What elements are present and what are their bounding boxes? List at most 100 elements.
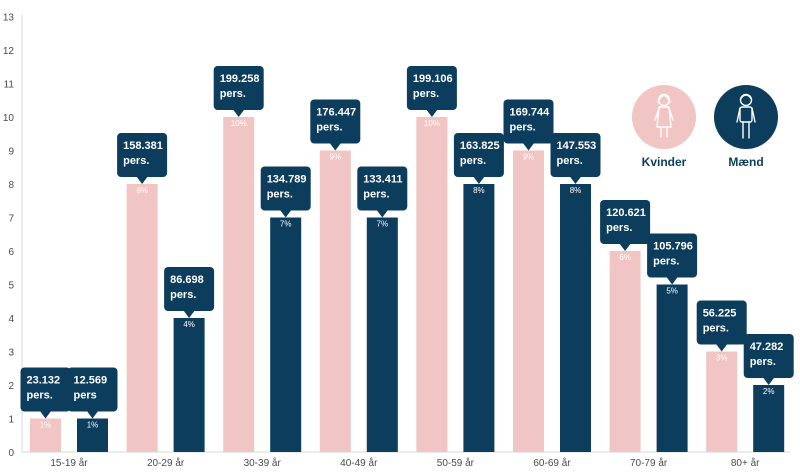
legend-circle xyxy=(714,85,778,149)
x-tick-label: 20-29 år xyxy=(147,457,185,469)
percent-label: 3% xyxy=(716,354,728,363)
callout-pointer xyxy=(86,410,99,419)
y-tick-label: 13 xyxy=(3,13,15,24)
value-callout: 23.132 pers. xyxy=(20,367,71,419)
callout-pointer xyxy=(136,176,149,184)
callout-unit: pers. xyxy=(170,289,196,301)
callout-count: 169.744 xyxy=(510,107,551,119)
callout-box xyxy=(20,367,71,412)
y-tick-label: 12 xyxy=(3,46,15,57)
women-bar xyxy=(223,117,255,452)
callout-unit: pers xyxy=(74,390,97,402)
callout-box xyxy=(164,267,215,311)
callout-count: 56.225 xyxy=(703,308,737,320)
value-callout: 105.796 pers. xyxy=(647,233,698,285)
callout-pointer xyxy=(279,209,292,218)
value-callout: 169.744 pers. xyxy=(503,99,554,151)
callout-unit: pers. xyxy=(27,390,53,402)
value-callout: 158.381 pers. xyxy=(117,133,168,184)
women-bar xyxy=(319,150,351,452)
value-callout: 120.621 pers. xyxy=(600,200,651,251)
percent-label: 1% xyxy=(40,421,52,430)
callout-unit: pers. xyxy=(123,155,149,167)
callout-unit: pers. xyxy=(703,323,729,335)
women-bar xyxy=(609,251,641,452)
callout-count: 133.411 xyxy=(363,174,402,186)
y-tick-label: 2 xyxy=(8,381,14,392)
callout-pointer xyxy=(472,176,485,184)
woman-icon xyxy=(654,93,674,138)
x-tick-label: 15-19 år xyxy=(50,457,88,469)
callouts: 23.132pers.158.381pers.199.258pers.176.4… xyxy=(20,66,794,419)
percent-label: 7% xyxy=(280,220,292,229)
callout-pointer xyxy=(425,109,438,117)
callout-box xyxy=(743,334,794,378)
legend-label: Mænd xyxy=(728,155,763,169)
y-tick-label: 10 xyxy=(3,113,15,124)
callout-box xyxy=(406,66,457,110)
callout-unit: pers. xyxy=(267,189,293,201)
callout-pointer xyxy=(522,142,535,151)
percent-label: 8% xyxy=(570,186,582,195)
legend-label: Kvinder xyxy=(642,155,687,169)
y-tick-label: 4 xyxy=(8,314,14,325)
callout-unit: pers. xyxy=(460,155,486,167)
value-callout: 163.825 pers. xyxy=(453,133,504,184)
callout-count: 158.381 xyxy=(123,140,163,152)
percent-label: 8% xyxy=(136,186,148,195)
women-bar xyxy=(416,117,448,452)
callout-unit: pers. xyxy=(510,122,536,134)
y-tick-label: 7 xyxy=(8,214,14,225)
callout-count: 134.789 xyxy=(267,174,307,186)
callout-pointer xyxy=(376,209,389,218)
callout-count: 120.621 xyxy=(606,207,646,219)
percent-label: 9% xyxy=(330,153,342,162)
callout-box xyxy=(600,200,651,244)
x-tick-label: 60-69 år xyxy=(533,457,571,469)
y-tick-label: 8 xyxy=(8,180,14,191)
callout-pointer xyxy=(666,276,679,285)
women-bar xyxy=(126,184,158,452)
callout-unit: pers. xyxy=(363,189,389,201)
callout-pointer xyxy=(183,310,196,318)
callout-unit: pers. xyxy=(750,356,776,368)
value-callout: 56.225 pers. xyxy=(696,300,747,352)
y-tick-label: 5 xyxy=(8,281,14,292)
men-bar xyxy=(560,184,591,452)
callout-count: 163.825 xyxy=(460,140,500,152)
y-tick-label: 9 xyxy=(8,147,14,158)
callout-count: 86.698 xyxy=(170,274,204,286)
men-bar xyxy=(366,217,398,452)
percent-label: 1% xyxy=(87,421,99,430)
callout-unit: pers. xyxy=(557,155,583,167)
men-bar xyxy=(656,284,688,452)
callout-box xyxy=(67,367,118,412)
callout-box xyxy=(503,99,554,144)
legend: Kvinder Mænd xyxy=(632,85,778,169)
callout-unit: pers. xyxy=(606,222,632,234)
callout-count: 199.106 xyxy=(413,73,453,85)
percent-label: 10% xyxy=(424,119,440,128)
men-bar xyxy=(270,217,302,452)
percent-label: 5% xyxy=(666,287,678,296)
x-tick-label: 40-49 år xyxy=(340,457,378,469)
value-callout: 199.106 pers. xyxy=(406,66,457,117)
x-tick-label: 30-39 år xyxy=(244,457,282,469)
value-callout: 86.698 pers. xyxy=(164,267,215,318)
callout-count: 176.447 xyxy=(316,107,356,119)
callout-box xyxy=(453,133,504,177)
callout-count: 147.553 xyxy=(557,140,597,152)
men-bar xyxy=(753,385,785,452)
y-tick-label: 3 xyxy=(8,348,14,359)
callout-unit: pers. xyxy=(220,88,246,100)
callout-count: 12.569 xyxy=(74,375,108,387)
men-bar xyxy=(173,318,205,452)
callout-box xyxy=(550,133,601,177)
percent-label: 10% xyxy=(231,119,247,128)
callout-box xyxy=(213,66,264,110)
callout-box xyxy=(310,99,361,144)
percent-label: 2% xyxy=(763,387,775,396)
percent-label: 7% xyxy=(377,220,389,229)
legend-item-men: Mænd xyxy=(714,85,778,169)
